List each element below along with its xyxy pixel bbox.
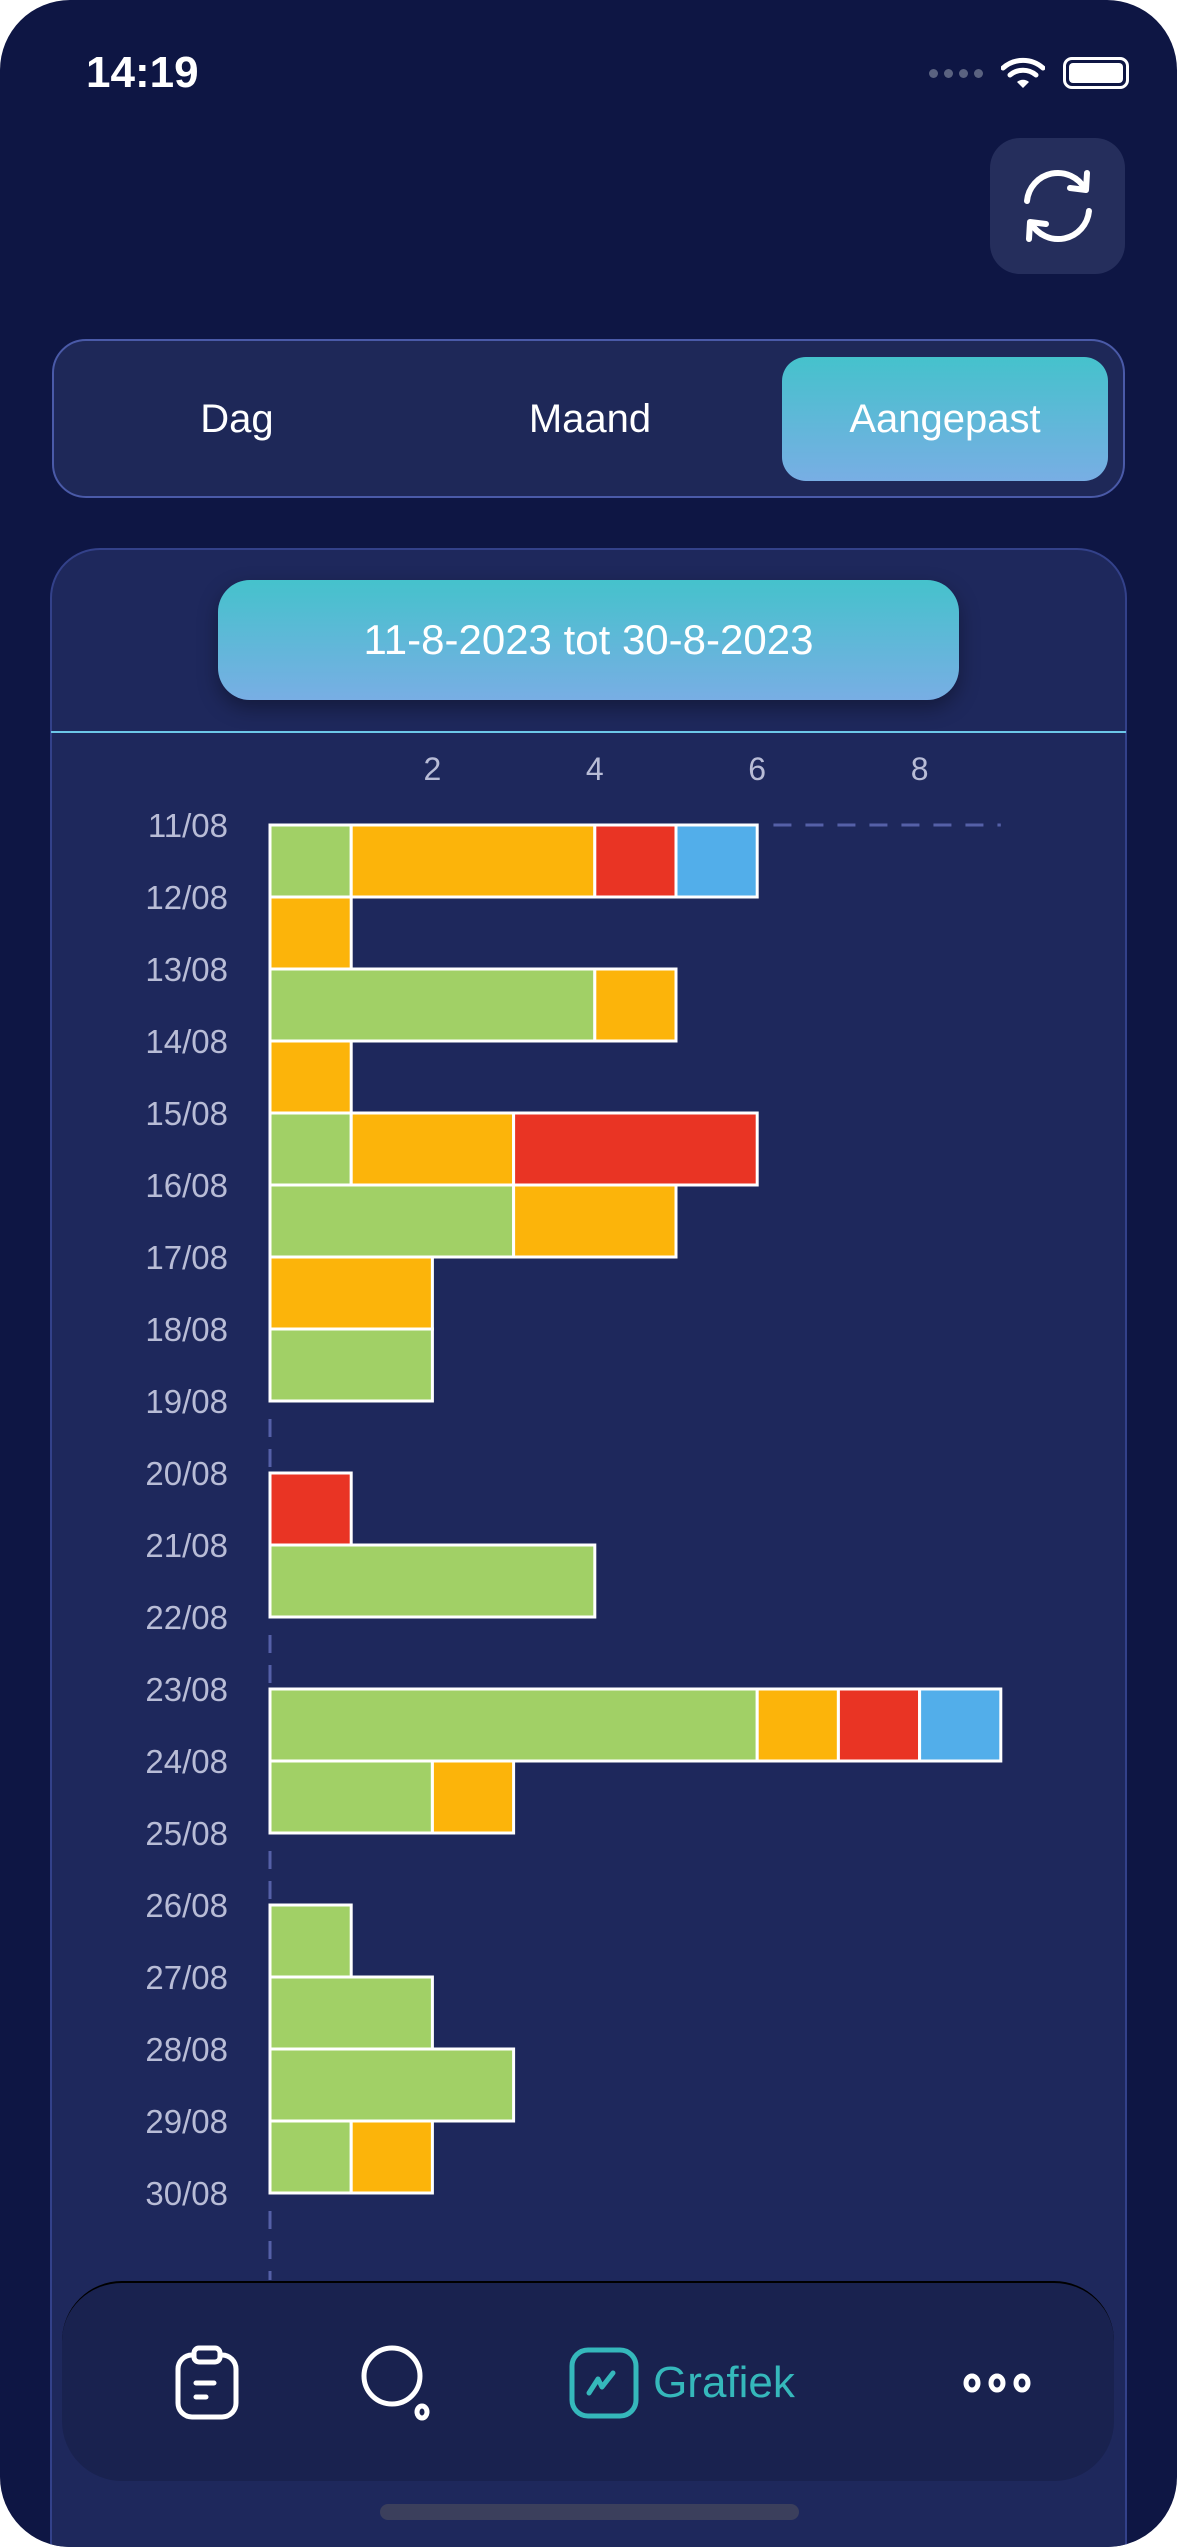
nav-label-grafiek: Grafiek: [653, 2358, 795, 2407]
home-indicator: [380, 2504, 799, 2520]
bar-segment: [268, 1039, 353, 1115]
y-category-label: 18/08: [145, 1311, 228, 1348]
more-icon: [963, 2373, 1031, 2393]
bar-segment: [268, 1903, 353, 1979]
bar-segment: [268, 823, 353, 899]
date-range-button[interactable]: 11-8-2023 tot 30-8-2023: [218, 580, 959, 700]
bar-segment: [674, 823, 759, 899]
bar-segment: [268, 1687, 759, 1763]
bar-segment: [268, 1975, 434, 2051]
y-category-label: 16/08: [145, 1167, 228, 1204]
segment-maand[interactable]: Maand: [528, 396, 652, 441]
y-category-label: 11/08: [148, 807, 228, 844]
y-category-label: 17/08: [145, 1239, 228, 1276]
y-category-label: 20/08: [145, 1455, 228, 1492]
y-category-label: 25/08: [145, 1815, 228, 1852]
bar-segment: [268, 967, 597, 1043]
period-segmented-control: Dag Maand Aangepast: [52, 339, 1125, 498]
y-category-label: 14/08: [145, 1023, 228, 1060]
y-category-label: 19/08: [145, 1383, 228, 1420]
nav-item-grafiek[interactable]: Grafiek: [552, 2283, 812, 2483]
nav-item-more[interactable]: [942, 2283, 1052, 2483]
bar-segment: [268, 1327, 434, 1403]
chart-icon: [569, 2347, 639, 2419]
segment-dag[interactable]: Dag: [200, 396, 274, 441]
refresh-icon: [1023, 169, 1092, 243]
y-category-label: 21/08: [145, 1527, 228, 1564]
bar-segment: [268, 2047, 516, 2123]
bar-segment: [268, 1255, 434, 1331]
clipboard-icon: [175, 2345, 239, 2420]
nav-item-search[interactable]: [342, 2283, 452, 2483]
bar-segment: [268, 1543, 597, 1619]
bar-segment: [593, 823, 678, 899]
bar-segment: [349, 1111, 516, 1187]
bar-segment: [349, 2119, 434, 2195]
bar-segment: [268, 1111, 353, 1187]
y-category-label: 28/08: [145, 2031, 228, 2068]
x-tick-label: 2: [424, 751, 442, 787]
bar-segment: [268, 1471, 353, 1547]
y-category-label: 22/08: [145, 1599, 228, 1636]
x-tick-label: 4: [586, 751, 604, 787]
y-category-label: 12/08: [145, 879, 228, 916]
x-tick-label: 6: [748, 751, 766, 787]
search-icon: [361, 2345, 430, 2421]
refresh-button[interactable]: [990, 138, 1125, 274]
segment-aangepast[interactable]: Aangepast: [782, 357, 1108, 481]
x-tick-label: 8: [911, 751, 929, 787]
bar-segment: [430, 1759, 516, 1835]
bar-segment: [593, 967, 678, 1043]
signal-icon: [929, 68, 983, 78]
bar-segment: [755, 1687, 840, 1763]
battery-icon: [1063, 57, 1129, 89]
status-time: 14:19: [86, 48, 199, 97]
y-category-label: 24/08: [145, 1743, 228, 1780]
status-icons: [929, 56, 1129, 90]
bar-segment: [268, 895, 353, 971]
bar-segment: [268, 2119, 353, 2195]
bar-segment: [349, 823, 597, 899]
nav-item-log[interactable]: [152, 2283, 262, 2483]
bottom-nav: Grafiek: [62, 2281, 1114, 2481]
bar-segment: [836, 1687, 922, 1763]
bar-segment: [918, 1687, 1003, 1763]
bar-segment: [512, 1111, 759, 1187]
y-category-label: 13/08: [145, 951, 228, 988]
y-category-label: 23/08: [145, 1671, 228, 1708]
wifi-icon: [1001, 57, 1045, 88]
y-category-label: 27/08: [145, 1959, 228, 1996]
bar-segment: [512, 1183, 678, 1259]
bar-segment: [268, 1183, 516, 1259]
stacked-bar-chart: 2 4 6 8 11/08 12/08 13/08 14/08 15/08 16/08 17/08 1…: [145, 751, 1003, 2280]
y-category-label: 29/08: [145, 2103, 228, 2140]
divider: [51, 731, 1126, 733]
y-category-label: 26/08: [145, 1887, 228, 1924]
y-category-label: 30/08: [145, 2175, 228, 2212]
y-category-label: 15/08: [145, 1095, 228, 1132]
bar-segment: [268, 1759, 434, 1835]
